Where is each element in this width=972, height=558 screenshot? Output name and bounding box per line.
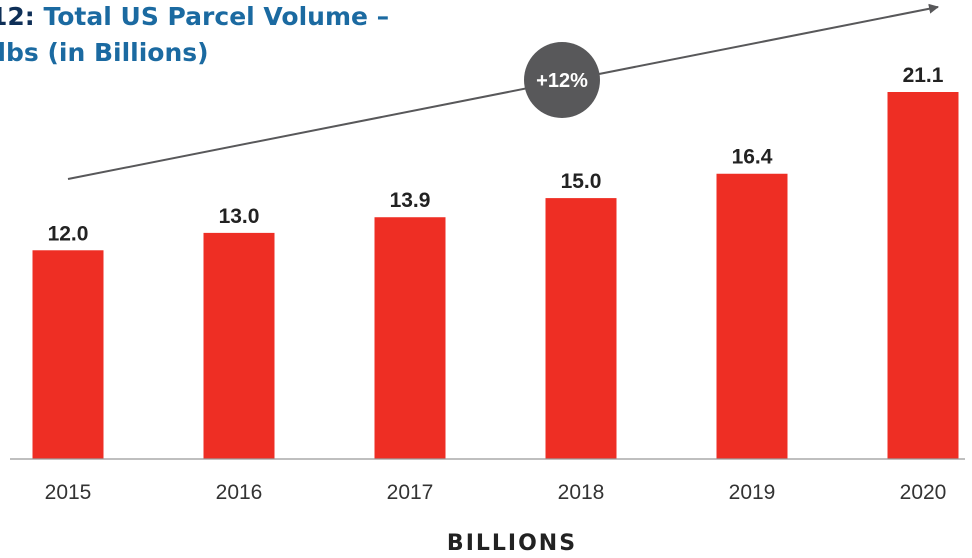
value-label-2015: 12.0: [48, 222, 89, 245]
value-label-2020: 21.1: [903, 64, 944, 87]
x-axis-title: BILLIONS: [447, 531, 577, 556]
value-label-2017: 13.9: [390, 189, 431, 212]
x-tick-2020: 2020: [900, 481, 947, 504]
value-label-2019: 16.4: [732, 146, 773, 169]
x-tick-2017: 2017: [387, 481, 434, 504]
bar-2015: [32, 250, 104, 459]
figure-number: 12:: [0, 2, 35, 31]
growth-badge-label: +12%: [536, 70, 588, 92]
chart-title-line-2: 0lbs (in Billions): [0, 38, 209, 67]
x-tick-2015: 2015: [45, 481, 92, 504]
value-label-2016: 13.0: [219, 205, 260, 228]
bar-2020: [887, 92, 959, 459]
bar-2017: [374, 217, 446, 459]
x-tick-2019: 2019: [729, 481, 776, 504]
x-tick-2016: 2016: [216, 481, 263, 504]
chart-title-text: Total US Parcel Volume –: [43, 2, 390, 31]
bar-2016: [203, 232, 275, 459]
bar-2019: [716, 173, 788, 459]
bar-2018: [545, 198, 617, 459]
chart-title-line-1: 12: Total US Parcel Volume –: [0, 0, 389, 34]
value-label-2018: 15.0: [561, 170, 602, 193]
growth-badge: +12%: [524, 42, 600, 118]
x-tick-2018: 2018: [558, 481, 605, 504]
growth-badge-circle: [524, 42, 600, 118]
growth-trend-arrow: [67, 3, 939, 180]
